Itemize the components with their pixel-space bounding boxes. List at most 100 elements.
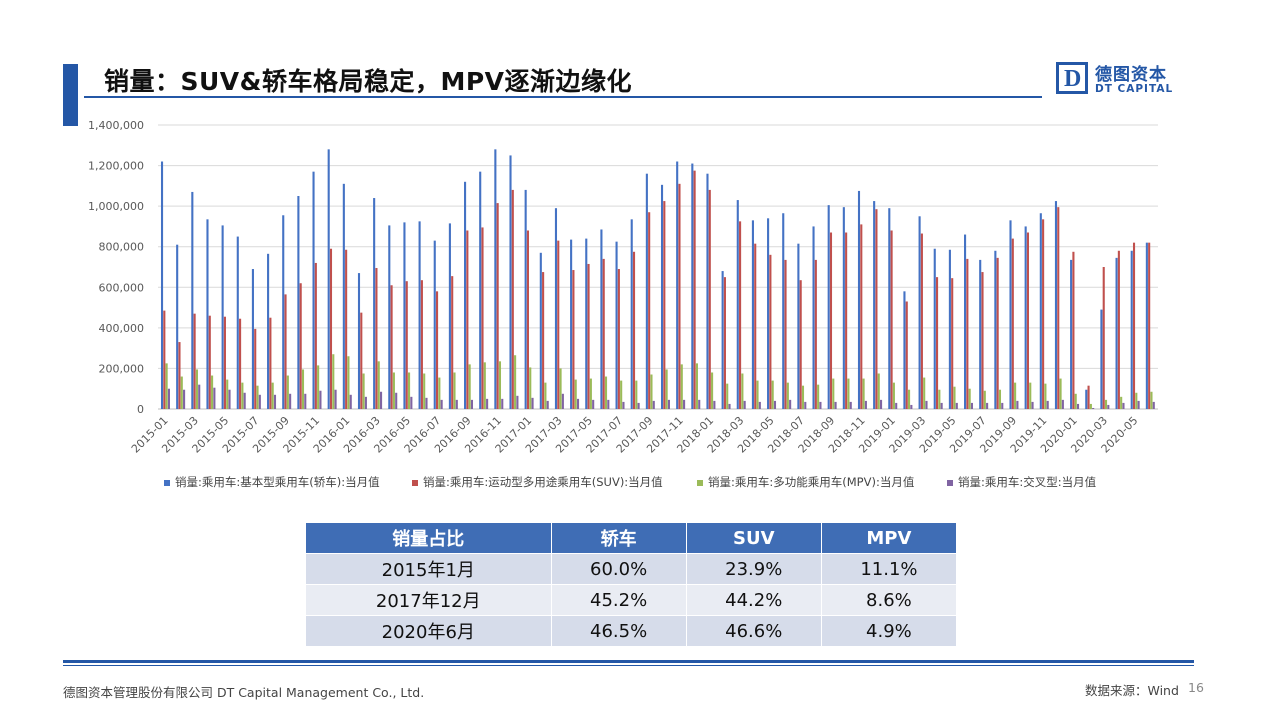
bar-sedan [176, 244, 179, 409]
table-row: 2020年6月 46.5% 46.6% 4.9% [305, 615, 958, 647]
bar-sedan [191, 191, 194, 409]
bar-crossover [910, 404, 913, 409]
bar-mpv [1074, 393, 1077, 409]
bar-sedan [357, 273, 361, 409]
bar-suv [572, 270, 575, 409]
bar-suv [723, 277, 726, 409]
bar-sedan [403, 222, 406, 409]
bar-crossover [743, 400, 746, 409]
bar-suv [1042, 219, 1045, 409]
bar-mpv [589, 378, 592, 409]
bar-suv [693, 170, 696, 409]
bar-sedan [615, 241, 618, 409]
bar-crossover [273, 394, 277, 409]
bar-crossover [970, 402, 974, 409]
table-cell: 8.6% [820, 584, 958, 616]
bar-crossover [1092, 407, 1095, 409]
bar-sedan [251, 269, 254, 409]
bar-crossover [986, 402, 989, 409]
bar-sedan [918, 216, 921, 409]
bar-crossover [728, 403, 731, 409]
header-cell: SUV [685, 522, 822, 554]
bar-sedan [706, 173, 709, 409]
bar-suv [981, 272, 984, 409]
bar-mpv [832, 378, 835, 409]
bar-mpv [180, 376, 183, 409]
bar-suv [602, 258, 605, 409]
bar-crossover [228, 389, 231, 409]
bar-mpv [877, 373, 880, 409]
bar-mpv [1089, 403, 1092, 409]
table-row: 2017年12月 45.2% 44.2% 8.6% [305, 584, 958, 616]
bar-mpv [953, 386, 956, 409]
bar-sedan [812, 226, 815, 409]
bar-crossover [773, 400, 777, 409]
bar-sedan [388, 225, 391, 409]
header-cell: 销量占比 [305, 522, 552, 554]
bar-suv [1072, 251, 1075, 409]
data-source: 数据来源：Wind [1085, 683, 1179, 698]
bar-mpv [771, 380, 774, 409]
bar-mpv [923, 377, 926, 409]
bar-mpv [801, 385, 805, 409]
bar-mpv [392, 372, 395, 409]
bar-crossover [243, 392, 246, 409]
bar-mpv [347, 356, 350, 409]
bar-sedan [524, 189, 527, 409]
bar-crossover [410, 396, 413, 409]
bar-suv [799, 280, 802, 409]
bar-suv [890, 230, 893, 409]
bar-mpv [332, 354, 335, 409]
table-cell: 45.2% [550, 584, 687, 616]
bar-mpv [650, 374, 653, 409]
bar-sedan [1100, 309, 1103, 409]
bar-mpv [529, 367, 532, 409]
bar-suv [345, 249, 348, 409]
legend-swatch [947, 479, 953, 486]
bar-mpv [1104, 399, 1108, 409]
bar-sedan [373, 198, 376, 409]
bar-crossover [576, 398, 580, 409]
bar-mpv [301, 369, 305, 409]
bar-suv [769, 254, 772, 409]
bar-suv [1148, 242, 1151, 409]
bar-crossover [1061, 399, 1064, 409]
bar-mpv [741, 373, 744, 409]
bar-suv [920, 233, 923, 409]
bar-crossover [319, 390, 322, 409]
bar-suv [1087, 385, 1090, 409]
bar-suv [678, 183, 681, 409]
bar-crossover [667, 399, 670, 409]
bar-sedan [751, 220, 754, 409]
bar-sedan [1085, 389, 1088, 409]
bar-crossover [380, 391, 383, 409]
bar-crossover [895, 402, 898, 409]
table-cell: 44.2% [685, 584, 822, 616]
bar-crossover [789, 399, 792, 409]
bar-mpv [514, 355, 517, 409]
legend-item-mpv: 销量:乘用车:多功能乘用车(MPV):当月值 [697, 474, 914, 490]
logo-text-cn: 德图资本 [1095, 65, 1167, 85]
table-cell: 2015年1月 [305, 553, 552, 585]
bar-sedan [509, 155, 512, 409]
bar-crossover [289, 393, 292, 409]
bar-suv [269, 317, 272, 409]
bar-suv [451, 276, 454, 409]
bar-mpv [1059, 378, 1062, 409]
y-tick-label: 800,000 [99, 241, 145, 254]
bar-crossover [364, 396, 367, 409]
bar-mpv [483, 362, 486, 409]
bar-crossover [183, 389, 186, 409]
bar-sedan [721, 271, 724, 409]
bar-sedan [645, 173, 648, 409]
footer-rule [63, 660, 1194, 663]
bar-suv [966, 258, 969, 409]
bar-suv [496, 203, 499, 409]
bar-mpv [211, 375, 214, 409]
bar-suv [1132, 242, 1136, 409]
bar-crossover [258, 394, 261, 409]
bar-sedan [1054, 201, 1058, 409]
bar-crossover [455, 399, 458, 409]
logo-mark: D [1056, 62, 1088, 94]
bar-sedan [1024, 226, 1027, 409]
